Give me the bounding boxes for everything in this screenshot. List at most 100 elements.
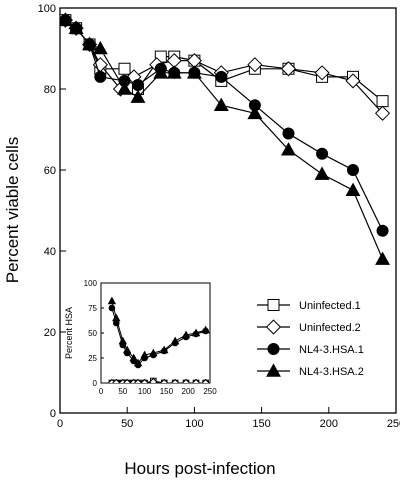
legend-marker [267, 299, 280, 311]
main-data-point [316, 147, 329, 160]
x-axis-label: Hours post-infection [124, 459, 275, 478]
main-data-point [346, 164, 359, 176]
main-data-point [94, 70, 107, 83]
inset-x-tick-label: 150 [160, 387, 174, 396]
inset-data-point [191, 378, 201, 383]
main-data-point [215, 70, 228, 83]
inset-y-axis-label: Percent HSA [64, 307, 74, 359]
main-x-tick-label: 250 [387, 418, 400, 430]
inset-data-point [140, 378, 149, 383]
inset-y-tick-label: 50 [88, 329, 97, 338]
main-data-point [166, 65, 182, 79]
main-series-2 [60, 14, 389, 237]
main-x-tick-label: 150 [252, 418, 270, 430]
inset-data-point [170, 336, 180, 345]
main-data-point [280, 61, 297, 77]
main-y-tick-label: 100 [38, 3, 56, 15]
inset-y-tick-label: 25 [88, 354, 97, 363]
inset-x-tick-label: 200 [182, 387, 196, 396]
inset-data-point [149, 348, 158, 357]
inset-data-point [122, 345, 132, 354]
inset-data-point [160, 378, 169, 383]
inset-data-point [133, 378, 143, 383]
main-data-point [375, 251, 391, 265]
inset-y-tick-label: 0 [93, 379, 98, 388]
inset-series-line [111, 307, 206, 366]
main-data-point [82, 36, 98, 51]
main-series-0 [60, 14, 389, 108]
inset-data-point [181, 330, 191, 339]
main-data-point [247, 57, 263, 73]
inset-data-point [129, 353, 138, 362]
inset-x-tick-label: 50 [118, 387, 127, 396]
main-data-point [186, 65, 202, 79]
main-data-point [282, 127, 295, 140]
main-x-tick-label: 100 [185, 418, 203, 430]
inset-data-point [133, 358, 143, 367]
main-data-point [213, 97, 229, 111]
legend: Uninfected.1 Uninfected.2 NL4-3.HSA.1 NL4-3… [257, 299, 364, 378]
main-y-tick-label: 0 [50, 408, 56, 420]
legend-label: Uninfected.1 [299, 300, 361, 312]
legend-marker [265, 319, 282, 335]
inset-x-tick-label: 250 [203, 387, 217, 396]
inset-data-point [170, 378, 180, 383]
main-data-point [374, 105, 391, 121]
inset-y-tick-label: 75 [88, 304, 97, 313]
inset-data-point [112, 378, 121, 383]
legend-label: NL4-3.HSA.2 [299, 366, 364, 378]
main-data-point [92, 40, 108, 55]
legend-marker [266, 363, 281, 377]
main-y-tick-label: 20 [44, 327, 56, 339]
legend-label: NL4-3.HSA.1 [299, 344, 364, 356]
inset-data-point [140, 350, 149, 359]
main-data-point [153, 65, 169, 79]
inset-x-tick-label: 100 [138, 387, 152, 396]
inset-x-tick-label: 0 [99, 387, 104, 396]
main-x-tick-label: 200 [320, 418, 338, 430]
inset-series-3 [107, 296, 210, 367]
inset-data-point [107, 296, 117, 305]
main-data-point [345, 182, 361, 197]
main-series-line [65, 19, 384, 260]
main-data-point [118, 62, 131, 75]
inset-data-point [149, 377, 158, 383]
main-plot-frame [59, 7, 397, 414]
inset-plot: 0 50 100 150 200 250 0 25 50 75 100 [84, 279, 218, 396]
main-y-tick-label: 80 [44, 84, 56, 96]
legend-marker [267, 343, 280, 355]
inset-series-1 [107, 377, 210, 383]
main-data-point [314, 166, 330, 180]
main-data-point [314, 65, 330, 81]
main-data-point [281, 142, 296, 156]
inset-data-point [160, 345, 169, 354]
inset-data-point [122, 378, 132, 383]
main-y-tick-label: 40 [44, 246, 56, 258]
inset-series-2 [108, 304, 209, 369]
main-series-line [65, 19, 384, 114]
main-series-3 [60, 12, 391, 265]
main-data-point [117, 81, 132, 95]
inset-y-tick-label: 100 [84, 279, 98, 288]
inset-data-point [201, 378, 210, 383]
main-data-point [247, 105, 263, 120]
main-data-point [130, 89, 146, 103]
main-data-point [68, 20, 84, 35]
main-data-point [376, 224, 389, 237]
inset-data-point [201, 325, 210, 334]
inset-data-point [118, 336, 128, 345]
inset-data-point [181, 378, 191, 383]
main-data-point [376, 95, 389, 108]
main-x-tick-label: 50 [121, 418, 133, 430]
main-x-tick-label: 0 [57, 418, 63, 430]
main-y-tick-label: 60 [44, 165, 56, 177]
main-plot: 050100150200250020406080100 [38, 3, 400, 430]
legend-label: Uninfected.2 [299, 322, 361, 334]
y-axis-label: Percent viable cells [3, 137, 22, 283]
main-series-line [65, 19, 384, 232]
main-data-point [60, 12, 73, 26]
main-data-point [131, 78, 144, 91]
inset-data-point [191, 328, 201, 337]
inset-data-point [112, 313, 121, 322]
